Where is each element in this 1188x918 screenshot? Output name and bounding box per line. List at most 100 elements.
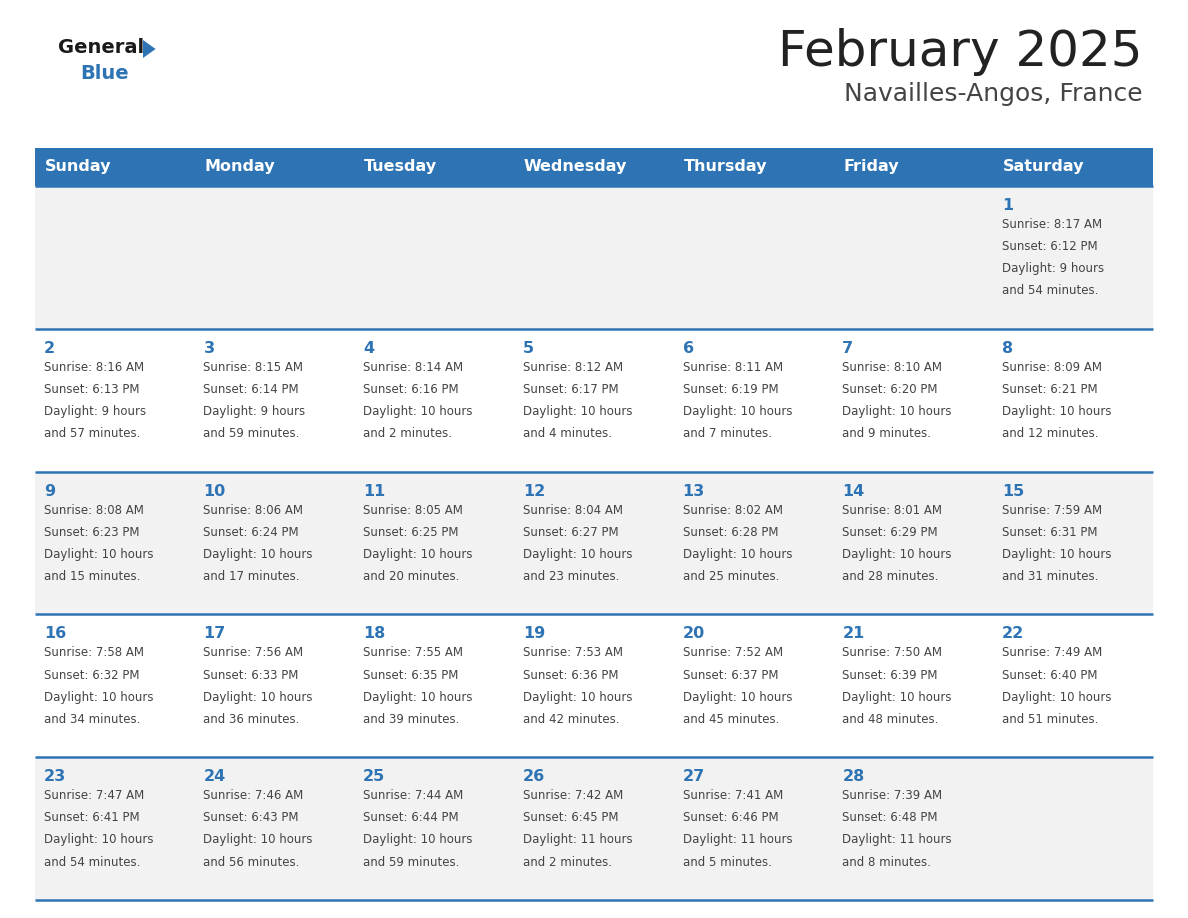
Text: Sunrise: 7:53 AM: Sunrise: 7:53 AM (523, 646, 623, 659)
Text: 27: 27 (683, 769, 704, 784)
Text: and 36 minutes.: and 36 minutes. (203, 712, 299, 726)
Text: Daylight: 11 hours: Daylight: 11 hours (523, 834, 632, 846)
Text: 20: 20 (683, 626, 704, 642)
Text: Daylight: 10 hours: Daylight: 10 hours (842, 405, 952, 418)
Text: Sunset: 6:20 PM: Sunset: 6:20 PM (842, 383, 937, 396)
Text: Daylight: 10 hours: Daylight: 10 hours (683, 690, 792, 704)
Bar (34, 472, 1154, 614)
Text: Sunrise: 7:55 AM: Sunrise: 7:55 AM (364, 646, 463, 659)
Text: Daylight: 10 hours: Daylight: 10 hours (44, 548, 153, 561)
Text: 2: 2 (44, 341, 55, 356)
Text: Sunrise: 7:52 AM: Sunrise: 7:52 AM (683, 646, 783, 659)
Text: Sunrise: 8:05 AM: Sunrise: 8:05 AM (364, 504, 463, 517)
Text: and 51 minutes.: and 51 minutes. (1001, 712, 1099, 726)
Text: 3: 3 (203, 341, 215, 356)
Text: Sunrise: 8:17 AM: Sunrise: 8:17 AM (1001, 218, 1102, 231)
Text: Sunday: Sunday (45, 160, 112, 174)
Text: Sunrise: 7:46 AM: Sunrise: 7:46 AM (203, 789, 304, 802)
Text: Sunset: 6:36 PM: Sunset: 6:36 PM (523, 668, 619, 681)
Text: Daylight: 10 hours: Daylight: 10 hours (523, 405, 632, 418)
Text: 26: 26 (523, 769, 545, 784)
Text: Monday: Monday (204, 160, 274, 174)
Bar (354, 148, 514, 186)
Bar (34, 148, 195, 186)
Bar (195, 148, 354, 186)
Text: Daylight: 10 hours: Daylight: 10 hours (44, 690, 153, 704)
Text: Daylight: 10 hours: Daylight: 10 hours (203, 834, 312, 846)
Text: Sunset: 6:16 PM: Sunset: 6:16 PM (364, 383, 459, 396)
Text: 23: 23 (44, 769, 67, 784)
Text: Daylight: 10 hours: Daylight: 10 hours (683, 405, 792, 418)
Text: Sunset: 6:29 PM: Sunset: 6:29 PM (842, 526, 939, 539)
Text: 6: 6 (683, 341, 694, 356)
Text: Daylight: 10 hours: Daylight: 10 hours (364, 834, 473, 846)
Text: Daylight: 10 hours: Daylight: 10 hours (364, 405, 473, 418)
Text: 28: 28 (842, 769, 865, 784)
Text: Sunset: 6:19 PM: Sunset: 6:19 PM (683, 383, 778, 396)
Text: Thursday: Thursday (683, 160, 767, 174)
Text: Sunset: 6:24 PM: Sunset: 6:24 PM (203, 526, 299, 539)
Text: and 17 minutes.: and 17 minutes. (203, 570, 301, 583)
Text: Sunset: 6:40 PM: Sunset: 6:40 PM (1001, 668, 1098, 681)
Text: Sunrise: 7:56 AM: Sunrise: 7:56 AM (203, 646, 304, 659)
Text: Daylight: 10 hours: Daylight: 10 hours (1001, 690, 1112, 704)
Text: Sunrise: 8:11 AM: Sunrise: 8:11 AM (683, 361, 783, 374)
Text: and 31 minutes.: and 31 minutes. (1001, 570, 1099, 583)
Text: 14: 14 (842, 484, 865, 498)
Text: Sunrise: 8:12 AM: Sunrise: 8:12 AM (523, 361, 623, 374)
Text: Sunrise: 8:09 AM: Sunrise: 8:09 AM (1001, 361, 1102, 374)
Text: and 56 minutes.: and 56 minutes. (203, 856, 299, 868)
Text: Sunset: 6:14 PM: Sunset: 6:14 PM (203, 383, 299, 396)
Text: Sunset: 6:43 PM: Sunset: 6:43 PM (203, 812, 299, 824)
Text: Sunrise: 8:15 AM: Sunrise: 8:15 AM (203, 361, 303, 374)
Text: 21: 21 (842, 626, 865, 642)
Text: and 54 minutes.: and 54 minutes. (44, 856, 140, 868)
Text: Daylight: 10 hours: Daylight: 10 hours (842, 690, 952, 704)
Bar (674, 148, 834, 186)
Bar (514, 148, 674, 186)
Text: 19: 19 (523, 626, 545, 642)
Text: Daylight: 10 hours: Daylight: 10 hours (523, 548, 632, 561)
Text: Daylight: 11 hours: Daylight: 11 hours (842, 834, 952, 846)
Text: Blue: Blue (80, 64, 128, 83)
Text: 5: 5 (523, 341, 535, 356)
Text: Daylight: 10 hours: Daylight: 10 hours (203, 548, 312, 561)
Bar (993, 148, 1154, 186)
Text: Sunrise: 8:01 AM: Sunrise: 8:01 AM (842, 504, 942, 517)
Text: Sunset: 6:33 PM: Sunset: 6:33 PM (203, 668, 299, 681)
Text: Daylight: 10 hours: Daylight: 10 hours (364, 690, 473, 704)
Text: Sunset: 6:12 PM: Sunset: 6:12 PM (1001, 241, 1098, 253)
Text: 12: 12 (523, 484, 545, 498)
Text: and 48 minutes.: and 48 minutes. (842, 712, 939, 726)
Text: 4: 4 (364, 341, 374, 356)
Text: Daylight: 10 hours: Daylight: 10 hours (203, 690, 312, 704)
Text: and 7 minutes.: and 7 minutes. (683, 427, 772, 441)
Text: and 8 minutes.: and 8 minutes. (842, 856, 931, 868)
Text: Sunrise: 7:41 AM: Sunrise: 7:41 AM (683, 789, 783, 802)
Text: 13: 13 (683, 484, 704, 498)
Text: Sunrise: 8:08 AM: Sunrise: 8:08 AM (44, 504, 144, 517)
Text: 18: 18 (364, 626, 385, 642)
Text: Sunset: 6:17 PM: Sunset: 6:17 PM (523, 383, 619, 396)
Text: Sunset: 6:25 PM: Sunset: 6:25 PM (364, 526, 459, 539)
Text: February 2025: February 2025 (778, 28, 1143, 76)
Bar (34, 614, 1154, 757)
Text: Sunset: 6:21 PM: Sunset: 6:21 PM (1001, 383, 1098, 396)
Text: and 20 minutes.: and 20 minutes. (364, 570, 460, 583)
Text: and 2 minutes.: and 2 minutes. (523, 856, 612, 868)
Text: Daylight: 9 hours: Daylight: 9 hours (1001, 263, 1104, 275)
Text: Sunrise: 7:58 AM: Sunrise: 7:58 AM (44, 646, 144, 659)
Text: and 25 minutes.: and 25 minutes. (683, 570, 779, 583)
Text: and 45 minutes.: and 45 minutes. (683, 712, 779, 726)
Text: Sunset: 6:48 PM: Sunset: 6:48 PM (842, 812, 937, 824)
Text: and 2 minutes.: and 2 minutes. (364, 427, 453, 441)
Text: 7: 7 (842, 341, 853, 356)
Text: Sunset: 6:46 PM: Sunset: 6:46 PM (683, 812, 778, 824)
Text: Sunrise: 7:42 AM: Sunrise: 7:42 AM (523, 789, 624, 802)
Text: Daylight: 10 hours: Daylight: 10 hours (364, 548, 473, 561)
Text: Saturday: Saturday (1003, 160, 1085, 174)
Text: and 59 minutes.: and 59 minutes. (203, 427, 299, 441)
Text: 24: 24 (203, 769, 226, 784)
Text: Sunrise: 8:14 AM: Sunrise: 8:14 AM (364, 361, 463, 374)
Text: Sunrise: 7:47 AM: Sunrise: 7:47 AM (44, 789, 144, 802)
